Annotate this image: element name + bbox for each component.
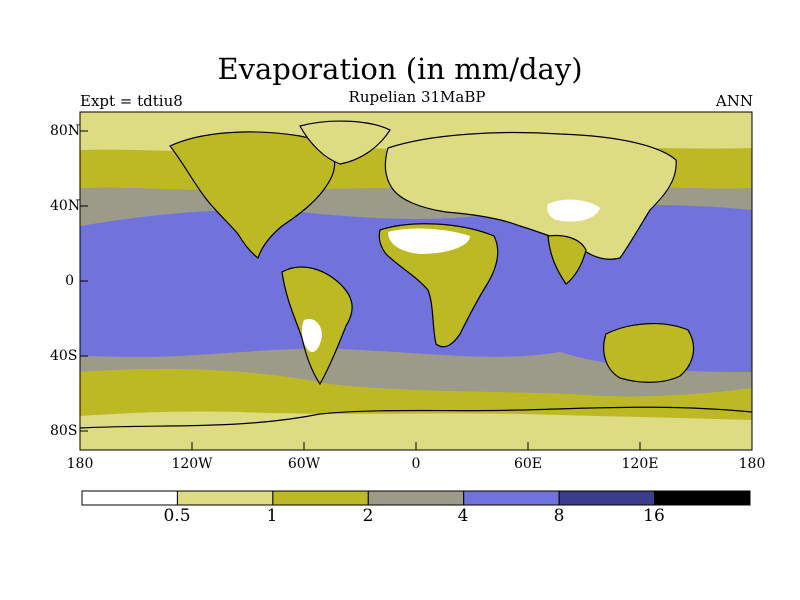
colorbar-swatch	[176, 490, 274, 506]
continents	[79, 120, 753, 429]
colorbar-label: 8	[553, 506, 565, 526]
experiment-label: Expt = tdtiu8	[80, 92, 183, 110]
asia-desert	[547, 199, 600, 222]
tick-marks	[80, 130, 641, 450]
colorbar-label: 0.5	[163, 506, 191, 526]
patagonia-desert	[301, 318, 322, 353]
north-america	[169, 131, 336, 259]
sahara-desert	[388, 228, 470, 254]
southern-olive-belt	[80, 368, 752, 420]
lon-tick-label: 60W	[287, 456, 321, 472]
antarctica-coast	[79, 406, 753, 429]
colorbar-label: 4	[457, 506, 469, 526]
lat-tick-label: 0	[65, 273, 74, 289]
lon-tick-label: 120W	[171, 456, 213, 472]
colorbar-swatch	[654, 490, 751, 506]
lat-tick-label: 80S	[50, 423, 78, 439]
colorbar-swatch	[558, 490, 656, 506]
africa	[378, 223, 499, 348]
australia	[603, 323, 695, 383]
lon-tick-label: 180	[738, 456, 766, 472]
greenland	[299, 120, 391, 165]
colorbar-swatch	[463, 490, 560, 506]
colorbar-label: 2	[362, 506, 374, 526]
colorbar-label: 16	[643, 506, 665, 526]
eurasia	[384, 131, 677, 260]
colorbar-swatch	[81, 490, 178, 506]
lon-tick-label: 60E	[513, 456, 543, 472]
lat-tick-label: 80N	[50, 123, 81, 139]
lat-tick-label: 40N	[50, 198, 81, 214]
lon-tick-label: 180	[66, 456, 94, 472]
lat-tick-label: 40S	[50, 348, 78, 364]
colorbar-label: 1	[266, 506, 278, 526]
lon-tick-label: 0	[411, 456, 421, 472]
colorbar-swatch	[367, 490, 465, 506]
season-label: ANN	[715, 92, 753, 110]
indian-subcontinent	[547, 234, 587, 285]
lon-tick-label: 120E	[621, 456, 659, 472]
colorbar	[81, 490, 751, 506]
map-title: Evaporation (in mm/day)	[217, 52, 583, 86]
colorbar-swatch	[272, 490, 369, 506]
map-subtitle: Rupelian 31MaBP	[348, 88, 486, 106]
